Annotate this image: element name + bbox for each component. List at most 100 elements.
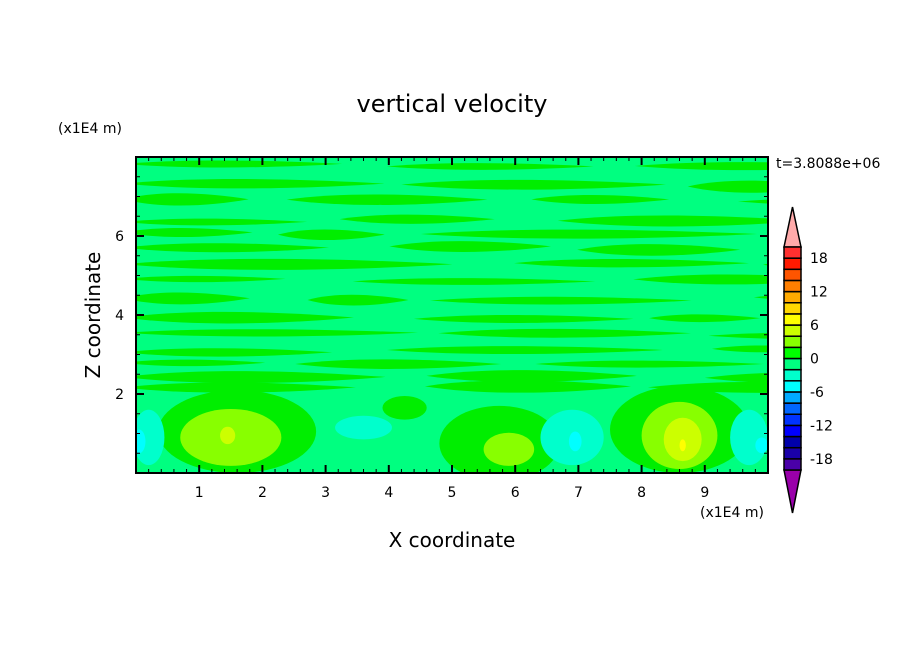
colorbar-swatch bbox=[783, 458, 802, 471]
colorbar-swatch bbox=[783, 302, 802, 315]
x-tick-label: 2 bbox=[258, 485, 267, 501]
contour-region bbox=[382, 395, 427, 420]
contour-region bbox=[220, 426, 236, 445]
contour-band bbox=[577, 244, 741, 256]
colorbar-swatch bbox=[783, 446, 802, 460]
contour-field bbox=[136, 157, 768, 473]
x-tick-label: 3 bbox=[321, 485, 330, 501]
colorbar-over-arrow bbox=[783, 206, 802, 248]
contour-region bbox=[679, 439, 686, 452]
colorbar-swatch bbox=[783, 268, 802, 282]
colorbar-swatch bbox=[783, 290, 802, 304]
colorbar-tick-label: 0 bbox=[810, 352, 819, 368]
contour-band bbox=[708, 333, 768, 339]
x-tick-label: 5 bbox=[448, 485, 457, 501]
contour-region bbox=[730, 409, 768, 466]
contour-band bbox=[649, 314, 761, 323]
contour-region bbox=[568, 431, 582, 452]
x-unit-label: (x1E4 m) bbox=[700, 505, 764, 521]
contour-band bbox=[401, 179, 667, 190]
contour-band bbox=[136, 292, 250, 305]
contour-band bbox=[136, 193, 249, 206]
contour-band bbox=[429, 296, 692, 305]
colorbar-swatch bbox=[783, 246, 802, 259]
colorbar-swatch bbox=[783, 357, 802, 371]
chart-title: vertical velocity bbox=[357, 90, 548, 118]
axes: 1 2 3 4 5 6 7 8 9 2 4 6 bbox=[115, 156, 769, 501]
contour-region bbox=[483, 432, 535, 466]
y-tick-label: 2 bbox=[115, 387, 124, 403]
colorbar-swatch bbox=[783, 368, 802, 382]
contour-region bbox=[663, 417, 702, 462]
contour-region bbox=[136, 429, 146, 454]
y-tick-label: 4 bbox=[115, 308, 124, 324]
contour-band bbox=[633, 274, 768, 285]
colorbar-tick-label: 18 bbox=[810, 251, 828, 267]
contour-band bbox=[136, 179, 385, 189]
contour-band bbox=[389, 241, 551, 252]
contour-band bbox=[634, 162, 768, 171]
contour-region bbox=[136, 409, 165, 466]
x-tick-label: 8 bbox=[637, 485, 646, 501]
colorbar-swatch bbox=[783, 402, 802, 416]
contour-band bbox=[295, 359, 502, 369]
colorbar-swatch bbox=[783, 413, 802, 427]
x-tick-label: 4 bbox=[384, 485, 393, 501]
colorbar-swatch bbox=[783, 380, 802, 393]
contour-band bbox=[386, 163, 594, 170]
colorbar-tick-label: 6 bbox=[810, 318, 819, 334]
colorbar-swatch bbox=[783, 324, 802, 337]
contour-region bbox=[755, 437, 768, 454]
contour-region bbox=[335, 415, 392, 440]
contour-band bbox=[136, 258, 453, 270]
contour-band bbox=[286, 194, 488, 205]
y-tick-label: 6 bbox=[115, 229, 124, 245]
colorbar-swatch bbox=[783, 335, 802, 349]
contour-band bbox=[531, 194, 670, 205]
x-tick-label: 6 bbox=[511, 485, 520, 501]
colorbar-tick-label: -12 bbox=[810, 418, 833, 434]
colorbar-tick-label: -18 bbox=[810, 452, 833, 468]
contour-band bbox=[136, 382, 356, 393]
contour-band bbox=[339, 214, 495, 224]
contour-band bbox=[753, 295, 768, 299]
contour-band bbox=[136, 348, 333, 357]
colorbar-swatch bbox=[783, 279, 802, 293]
contour-band bbox=[136, 359, 266, 367]
contour-band bbox=[136, 329, 419, 337]
contour-band bbox=[424, 380, 632, 393]
x-tick-label: 9 bbox=[700, 485, 709, 501]
contour-band bbox=[557, 215, 768, 227]
contour-band bbox=[711, 345, 768, 353]
contour-band bbox=[136, 243, 330, 253]
contour-band bbox=[307, 294, 409, 306]
x-tick-label: 1 bbox=[195, 485, 204, 501]
contour-band bbox=[647, 381, 768, 393]
colorbar-tick-label: -6 bbox=[810, 385, 824, 401]
contour-band bbox=[687, 180, 768, 193]
contour-band bbox=[413, 315, 634, 324]
colorbar-swatch bbox=[783, 391, 802, 404]
colorbar-tick-label: 12 bbox=[810, 285, 828, 301]
contour-band bbox=[277, 229, 385, 241]
contour-band bbox=[763, 263, 768, 266]
contour-band bbox=[704, 372, 768, 383]
contour-band bbox=[438, 328, 691, 338]
contour-band bbox=[426, 370, 638, 382]
contour-band bbox=[737, 199, 768, 204]
contour-band bbox=[535, 360, 764, 368]
colorbar-under-arrow bbox=[783, 469, 802, 514]
y-axis-label: Z coordinate bbox=[81, 252, 105, 379]
contour-band bbox=[136, 227, 253, 238]
contour-band bbox=[514, 259, 750, 268]
colorbar-swatch bbox=[783, 313, 802, 326]
colorbar: 18 12 6 0 -6 -12 -18 bbox=[783, 206, 833, 514]
x-axis-label: X coordinate bbox=[389, 528, 516, 552]
x-tick-label: 7 bbox=[574, 485, 583, 501]
contour-band bbox=[136, 311, 354, 324]
contour-band bbox=[420, 229, 758, 239]
contour-band bbox=[352, 278, 596, 285]
y-unit-label: (x1E4 m) bbox=[58, 121, 122, 137]
